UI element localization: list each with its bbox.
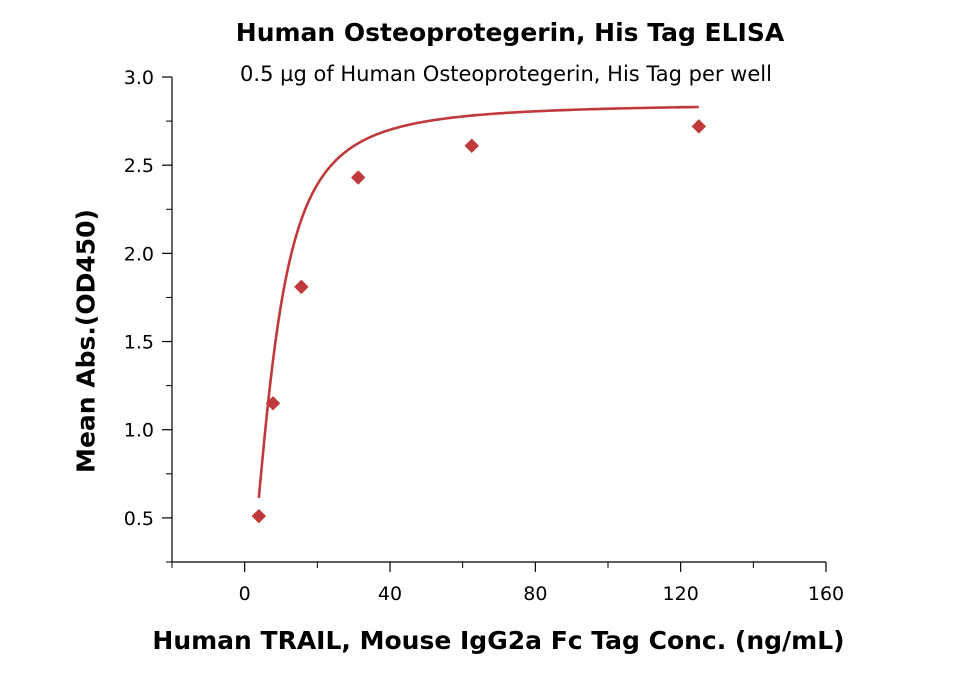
x-tick-label: 120 [663,583,699,605]
data-point [351,170,366,185]
x-tick-label: 40 [378,583,402,605]
y-tick-label: 3.0 [124,67,154,89]
x-axis-label: Human TRAIL, Mouse IgG2a Fc Tag Conc. (n… [152,626,845,655]
y-tick-label: 2.0 [124,243,154,265]
y-tick-label: 0.5 [124,508,154,530]
chart-title: Human Osteoprotegerin, His Tag ELISA [235,18,785,47]
x-tick-label: 0 [239,583,251,605]
fit-curve [257,105,699,498]
data-point [464,138,479,153]
y-tick-label: 2.5 [124,155,154,177]
data-point [691,119,707,134]
data-point [294,279,309,295]
x-tick-label: 80 [523,583,547,605]
y-tick-label: 1.5 [124,332,154,354]
data-point [251,508,267,524]
chart-subtitle: 0.5 µg of Human Osteoprotegerin, His Tag… [240,62,772,86]
y-tick-label: 1.0 [124,420,154,442]
data-point [265,396,281,411]
x-tick-label: 160 [808,583,844,605]
